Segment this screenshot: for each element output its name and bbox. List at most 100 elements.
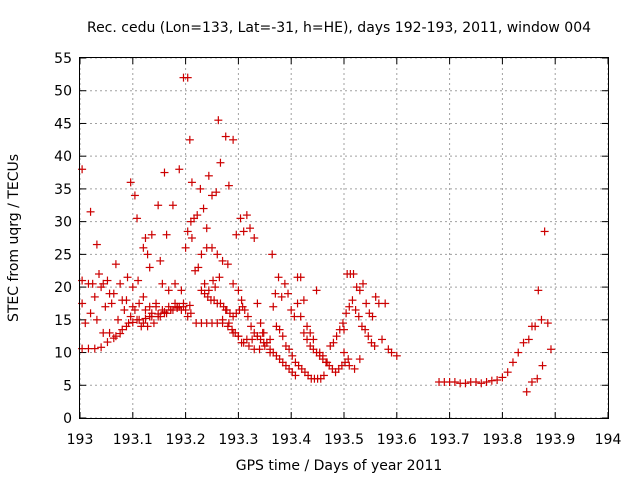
- data-point: [248, 335, 257, 344]
- x-tick-label: 193.5: [324, 432, 364, 448]
- data-point: [472, 378, 480, 386]
- data-point: [147, 230, 156, 239]
- y-axis-label: STEC from uqrg / TECUs: [6, 154, 22, 322]
- data-point: [202, 224, 211, 233]
- data-point: [293, 299, 302, 308]
- x-tick-label: 193.4: [271, 432, 311, 448]
- data-point: [355, 355, 364, 364]
- data-point: [255, 345, 264, 354]
- x-tick-label: 193.3: [218, 432, 258, 448]
- data-point: [234, 286, 243, 295]
- y-tick-label: 25: [54, 247, 72, 263]
- data-point: [253, 299, 262, 308]
- data-point: [181, 243, 190, 252]
- data-point: [103, 338, 112, 347]
- data-point: [124, 319, 133, 328]
- data-point: [143, 250, 152, 259]
- data-point: [323, 358, 332, 367]
- data-point: [171, 279, 180, 288]
- data-point: [143, 322, 152, 331]
- data-point: [145, 263, 154, 272]
- data-point: [344, 355, 353, 364]
- data-point: [105, 289, 114, 298]
- y-tick-label: 55: [54, 51, 72, 67]
- data-point: [277, 292, 286, 301]
- data-point: [274, 273, 283, 282]
- data-point: [378, 335, 387, 344]
- data-point: [200, 279, 209, 288]
- data-point: [371, 292, 380, 301]
- data-point: [229, 279, 238, 288]
- data-point: [503, 368, 512, 377]
- data-point: [285, 345, 294, 354]
- data-point: [234, 332, 243, 341]
- data-point: [208, 243, 216, 252]
- data-point: [237, 338, 246, 347]
- data-point: [92, 240, 101, 249]
- x-tick-label: 193.8: [482, 432, 522, 448]
- data-point: [359, 279, 368, 288]
- data-point: [531, 322, 540, 331]
- data-point: [160, 168, 169, 177]
- data-point: [239, 227, 248, 236]
- data-point: [296, 312, 305, 321]
- data-point: [139, 319, 148, 328]
- data-point: [537, 315, 546, 324]
- data-point: [211, 283, 220, 292]
- data-point: [268, 250, 277, 259]
- data-point: [223, 322, 232, 331]
- data-point: [236, 214, 245, 223]
- data-point: [86, 207, 95, 216]
- data-point: [299, 328, 308, 337]
- data-point: [275, 325, 284, 334]
- data-point: [177, 286, 186, 295]
- data-point: [387, 348, 396, 357]
- data-point: [329, 338, 338, 347]
- data-point: [271, 289, 280, 298]
- y-tick-label: 45: [54, 116, 72, 132]
- data-point: [242, 211, 251, 220]
- data-point: [262, 338, 271, 347]
- x-tick-label: 194: [595, 432, 622, 448]
- data-point: [116, 279, 125, 288]
- x-tick-label: 193.6: [377, 432, 417, 448]
- data-point: [168, 201, 177, 210]
- data-point: [240, 306, 249, 314]
- data-point: [187, 178, 196, 187]
- data-point: [133, 315, 142, 324]
- data-point: [224, 181, 233, 190]
- data-point: [179, 299, 188, 308]
- data-point: [130, 191, 139, 200]
- data-point: [212, 188, 221, 197]
- data-point: [214, 116, 223, 125]
- data-point: [183, 73, 192, 82]
- data-point: [482, 378, 491, 386]
- data-point: [287, 306, 296, 314]
- data-point: [86, 309, 95, 318]
- data-point: [487, 376, 496, 385]
- data-point: [461, 379, 470, 388]
- data-point: [392, 351, 401, 360]
- data-point: [158, 279, 167, 288]
- data-point: [355, 286, 364, 295]
- data-point: [312, 286, 321, 295]
- data-point: [284, 289, 293, 298]
- data-point: [156, 312, 165, 321]
- data-point: [95, 270, 104, 278]
- data-point: [141, 234, 150, 242]
- data-point: [340, 348, 348, 357]
- data-point: [247, 322, 256, 331]
- data-point: [221, 306, 230, 314]
- data-point: [187, 234, 196, 242]
- data-point: [246, 224, 255, 233]
- data-point: [349, 270, 358, 278]
- data-point: [361, 325, 370, 334]
- data-point: [99, 279, 108, 288]
- data-point: [162, 309, 171, 318]
- data-point: [345, 302, 354, 311]
- data-point: [158, 306, 167, 314]
- data-point: [145, 312, 154, 321]
- data-point: [128, 283, 137, 292]
- data-point: [362, 299, 371, 308]
